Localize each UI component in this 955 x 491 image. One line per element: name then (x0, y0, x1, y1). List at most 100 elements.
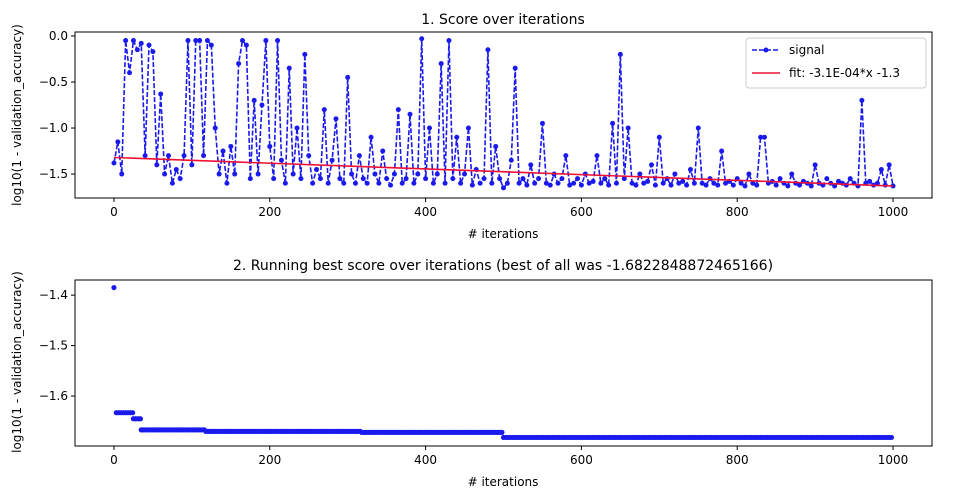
signal-point (442, 180, 448, 186)
signal-point (637, 171, 643, 177)
signal-point (450, 176, 456, 182)
signal-point (290, 171, 296, 177)
signal-point (356, 153, 362, 159)
x-tick-label: 200 (258, 453, 281, 467)
signal-point (680, 178, 686, 184)
fit-line (113, 156, 894, 187)
signal-point (267, 143, 273, 149)
signal-point (430, 180, 436, 186)
plot-area (111, 284, 895, 441)
signal-point (446, 38, 452, 44)
signal-point (613, 180, 619, 186)
signal-point (162, 171, 168, 177)
signal-point (723, 180, 729, 186)
signal-point (193, 38, 199, 44)
x-tick-label: 800 (726, 453, 749, 467)
x-tick-label: 800 (726, 205, 749, 219)
signal-point (302, 51, 308, 57)
x-tick-label: 0 (110, 205, 118, 219)
x-tick-label: 400 (414, 453, 437, 467)
signal-point (812, 162, 818, 168)
signal-point (333, 116, 339, 122)
signal-point (629, 180, 635, 186)
signal-point (407, 111, 413, 117)
signal-point (255, 171, 261, 177)
signal-point (738, 180, 744, 186)
signal-point (337, 176, 343, 182)
signal-point (372, 171, 378, 177)
signal-point (173, 166, 179, 172)
signal-point (578, 182, 584, 188)
signal-point (368, 134, 374, 140)
chart-score-over-iterations: 1. Score over iterations 0 200 400 600 800 10… (10, 12, 933, 241)
signal-point (314, 166, 320, 172)
signal-point (388, 182, 394, 188)
signal-point (123, 38, 129, 44)
x-tick-label: 600 (570, 453, 593, 467)
signal-point (286, 65, 292, 71)
legend-fit-label: fit: -3.1E-04*x -1.3 (789, 66, 900, 80)
signal-point (773, 182, 779, 188)
x-ticks: 0 200 400 600 800 1000 (110, 198, 908, 219)
signal-point (201, 153, 207, 159)
signal-point (719, 148, 725, 154)
signal-point (761, 134, 767, 140)
signal-point (547, 182, 553, 188)
signal-point (532, 180, 538, 186)
signal-point (695, 125, 701, 131)
signal-point (384, 176, 390, 182)
signal-point (586, 180, 592, 186)
plot-area (111, 36, 896, 191)
signal-point (189, 162, 195, 168)
signal-point (699, 180, 705, 186)
signal-point (520, 176, 526, 182)
signal-point (878, 166, 884, 172)
y-ticks: 0.0 −0.5 −1.0 −1.5 (39, 29, 75, 181)
signal-point (536, 176, 542, 182)
signal-point (715, 182, 721, 188)
signal-point (656, 134, 662, 140)
signal-point (458, 180, 464, 186)
signal-point (481, 176, 487, 182)
signal-point (243, 42, 249, 48)
signal-point (711, 180, 717, 186)
signal-point (275, 38, 281, 44)
signal-point (687, 166, 693, 172)
signal-point (512, 65, 518, 71)
signal-point (197, 38, 203, 44)
signal-point (345, 74, 351, 80)
x-tick-label: 1000 (878, 205, 909, 219)
signal-point (306, 153, 312, 159)
signal-point (158, 91, 164, 97)
signal-point (465, 125, 471, 131)
signal-point (567, 182, 573, 188)
signal-point (508, 157, 514, 163)
y-axis-label: log10(1 - validation_accuracy) (10, 24, 24, 206)
signal-point (563, 153, 569, 159)
signal-point (645, 178, 651, 184)
signal-point (115, 139, 121, 145)
signal-point (146, 42, 152, 48)
signal-point (489, 180, 495, 186)
signal-point (360, 176, 366, 182)
signal-point (621, 176, 627, 182)
running-best-point (130, 410, 136, 416)
signal-point (606, 182, 612, 188)
signal-point (746, 171, 752, 177)
signal-point (777, 176, 783, 182)
signal-point (391, 171, 397, 177)
signal-point (874, 180, 880, 186)
signal-point (750, 180, 756, 186)
signal-point (528, 162, 534, 168)
signal-point (504, 180, 510, 186)
signal-point (684, 182, 690, 188)
y-tick-label: −1.0 (39, 121, 68, 135)
axes-frame (74, 31, 933, 199)
signal-point (703, 182, 709, 188)
signal-point (247, 176, 253, 182)
signal-point (212, 125, 218, 131)
signal-point (516, 180, 522, 186)
legend: signal fit: -3.1E-04*x -1.3 (745, 37, 927, 89)
signal-point (590, 178, 596, 184)
